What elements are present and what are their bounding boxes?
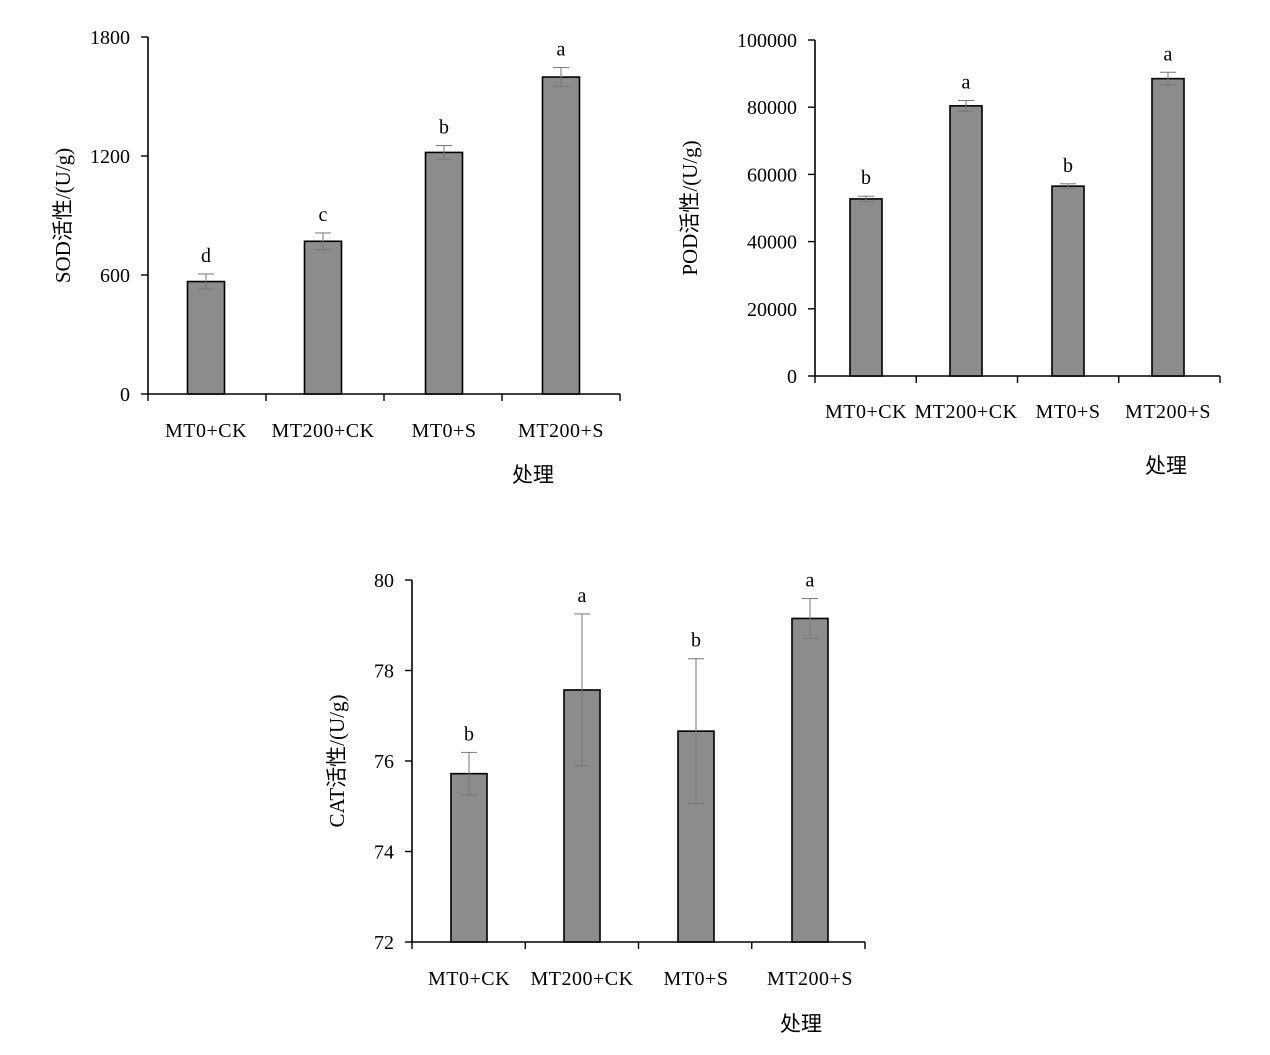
cat-category-label: MT0+S bbox=[664, 968, 729, 990]
cat-y-tick-label: 78 bbox=[374, 661, 394, 683]
sod-significance-label: b bbox=[439, 116, 449, 138]
sod-category-label: MT0+CK bbox=[165, 420, 247, 442]
pod-y-tick-label: 40000 bbox=[747, 232, 797, 254]
sod-significance-label: c bbox=[319, 204, 328, 226]
pod-significance-label: a bbox=[962, 71, 971, 93]
pod-y-axis-label: POD活性/(U/g) bbox=[678, 140, 702, 275]
pod-y-tick-label: 0 bbox=[787, 366, 797, 388]
cat-significance-label: b bbox=[464, 723, 474, 745]
cat-significance-label: a bbox=[578, 585, 587, 607]
cat-y-axis-label: CAT活性/(U/g) bbox=[325, 695, 349, 828]
cat-bar bbox=[791, 617, 829, 943]
sod-bar bbox=[186, 280, 226, 395]
sod-bar bbox=[541, 76, 581, 395]
cat-y-tick-label: 74 bbox=[374, 842, 394, 864]
sod-significance-label: d bbox=[201, 245, 211, 267]
sod-category-label: MT0+S bbox=[412, 420, 477, 442]
pod-significance-label: a bbox=[1164, 43, 1173, 65]
sod-bar bbox=[424, 151, 464, 395]
cat-category-label: MT200+S bbox=[767, 968, 853, 990]
sod-y-tick-label: 1800 bbox=[90, 27, 130, 49]
sod-significance-label: a bbox=[557, 39, 566, 61]
pod-bar bbox=[949, 105, 983, 377]
chart-pod: 0 20000 40000 60000 80000 100000 b MT0+CK a MT200… bbox=[678, 30, 1221, 478]
sod-y-tick-label: 600 bbox=[100, 265, 130, 287]
sod-x-axis-label: 处理 bbox=[512, 463, 554, 487]
pod-category-label: MT0+CK bbox=[825, 401, 907, 423]
pod-y-tick-label: 80000 bbox=[747, 97, 797, 119]
cat-significance-label: b bbox=[691, 630, 701, 652]
pod-y-tick-label: 100000 bbox=[737, 30, 797, 52]
pod-category-label: MT0+S bbox=[1036, 401, 1101, 423]
sod-bar bbox=[303, 240, 343, 395]
chart-sod: 0 600 1200 1800 d MT0+CK c MT200+CK b MT0+S a MT200… bbox=[51, 27, 621, 487]
sod-category-label: MT200+S bbox=[518, 420, 604, 442]
cat-y-tick-label: 80 bbox=[374, 570, 394, 592]
pod-significance-label: b bbox=[1063, 155, 1073, 177]
pod-category-label: MT200+CK bbox=[914, 401, 1017, 423]
cat-y-tick-label: 76 bbox=[374, 751, 394, 773]
cat-category-label: MT0+CK bbox=[428, 968, 510, 990]
sod-y-tick-label: 1200 bbox=[90, 146, 130, 168]
pod-bar bbox=[1151, 77, 1185, 377]
pod-significance-label: b bbox=[861, 167, 871, 189]
pod-y-tick-label: 20000 bbox=[747, 299, 797, 321]
cat-category-label: MT200+CK bbox=[530, 968, 633, 990]
chart-cat: 72 74 76 78 80 b MT0+CK a MT200+CK b MT0+S a MT200+S… bbox=[325, 570, 866, 1036]
cat-bar bbox=[450, 772, 488, 943]
sod-y-axis-label: SOD活性/(U/g) bbox=[51, 148, 75, 283]
pod-category-label: MT200+S bbox=[1125, 401, 1211, 423]
sod-category-label: MT200+CK bbox=[271, 420, 374, 442]
cat-x-axis-label: 处理 bbox=[780, 1012, 822, 1036]
cat-y-tick-label: 72 bbox=[374, 932, 394, 954]
sod-y-tick-label: 0 bbox=[120, 384, 130, 406]
pod-x-axis-label: 处理 bbox=[1145, 454, 1187, 478]
pod-bar bbox=[1051, 185, 1085, 377]
pod-y-tick-label: 60000 bbox=[747, 164, 797, 186]
cat-significance-label: a bbox=[806, 570, 815, 592]
pod-bar bbox=[849, 198, 883, 377]
